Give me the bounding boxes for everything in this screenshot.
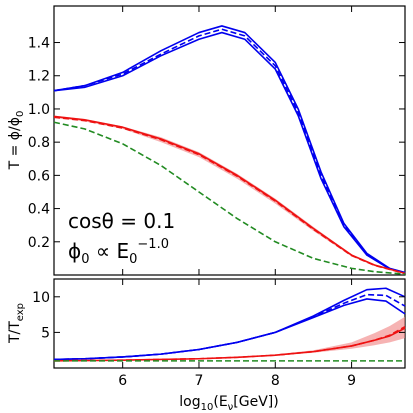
upper-series-line-4: [53, 116, 406, 275]
x-tick-label: 7: [195, 373, 204, 389]
lower-y-axis-label: T/Texp: [7, 303, 26, 344]
x-tick-label: 8: [271, 373, 280, 389]
lower-confidence-band-layer: [54, 316, 405, 362]
lower-series-line-4: [53, 326, 406, 362]
upper-y-tick-label: 0.6: [28, 168, 50, 184]
lower-plot-frame: [53, 278, 406, 369]
lower-series-line-1: [53, 293, 406, 361]
upper-y-tick-label: 0.4: [28, 202, 50, 218]
lower-series-line-0: [53, 287, 406, 361]
upper-series-line-5: [53, 121, 406, 275]
upper-panel: 0.2 0.4 0.6 0.8 1.0 1.2 1.4 cosθ = 0.1 ϕ0 ∝ E0…: [7, 5, 406, 276]
x-axis-label: log10(Eν[GeV]): [179, 394, 278, 413]
lower-panel: 5 10 6 7 8 9 T/Texp: [7, 278, 406, 389]
upper-plot-frame: [53, 5, 406, 276]
upper-y-tick-label: 1.4: [28, 36, 50, 52]
lower-y-tick-label: 10: [32, 290, 50, 306]
x-tick-label: 9: [347, 373, 356, 389]
annotation-flux-spectrum: ϕ0 ∝ E0−1.0: [68, 237, 169, 267]
lower-tick-layer: 5 10 6 7 8 9: [32, 279, 405, 389]
upper-tick-layer: 0.2 0.4 0.6 0.8 1.0 1.2 1.4: [28, 6, 405, 275]
lower-uncertainty-band: [54, 316, 405, 362]
upper-y-tick-label: 0.8: [28, 135, 50, 151]
upper-series-layer: [53, 25, 406, 275]
upper-y-axis-label: T = ϕ/ϕ0: [7, 111, 26, 171]
lower-series-layer: [53, 287, 406, 362]
upper-series-line-2: [53, 31, 406, 274]
annotation-angle: cosθ = 0.1: [68, 209, 175, 233]
x-tick-label: 6: [118, 373, 127, 389]
upper-y-tick-label: 0.2: [28, 235, 50, 251]
lower-series-line-2: [53, 298, 406, 361]
upper-y-tick-label: 1.0: [28, 102, 50, 118]
upper-y-tick-label: 1.2: [28, 69, 50, 85]
lower-y-tick-label: 5: [41, 325, 50, 341]
